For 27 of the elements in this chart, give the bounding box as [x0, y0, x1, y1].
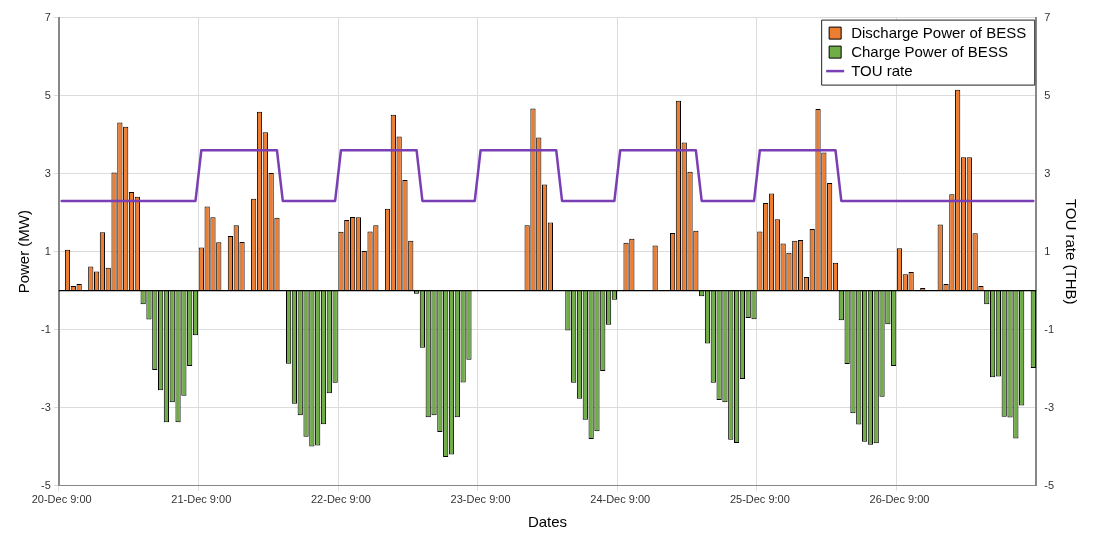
legend-label: TOU rate: [851, 62, 913, 80]
y-tick-label: 1: [44, 244, 51, 257]
y-tick-label: 5: [44, 88, 51, 101]
y2-tick-label: 5: [1044, 88, 1051, 101]
x-tick-label: 24-Dec 9:00: [590, 493, 651, 506]
y2-tick-label: -5: [1044, 478, 1054, 491]
y2-tick-label: 1: [1044, 244, 1051, 257]
y2-tick-label: -1: [1044, 322, 1054, 335]
x-tick-label: 23-Dec 9:00: [450, 493, 511, 506]
x-axis-title: Dates: [527, 513, 568, 531]
y-tick-label: -5: [41, 478, 51, 491]
y2-tick-label: -3: [1044, 400, 1054, 413]
y2-axis-title: TOU rate (THB): [1062, 198, 1080, 305]
y-tick-label: 7: [44, 10, 51, 23]
x-tick-label: 21-Dec 9:00: [171, 493, 232, 506]
legend-label: Charge Power of BESS: [851, 43, 1008, 61]
y-tick-label: -1: [41, 322, 51, 335]
x-tick-label: 25-Dec 9:00: [729, 493, 790, 506]
y-tick-label: 3: [44, 166, 51, 179]
x-tick-label: 22-Dec 9:00: [310, 493, 371, 506]
y-axis-title: Power (MW): [15, 210, 33, 294]
y2-tick-label: 3: [1044, 166, 1051, 179]
x-tick-label: 20-Dec 9:00: [31, 493, 92, 506]
legend-label: Discharge Power of BESS: [851, 24, 1027, 42]
y2-tick-label: 7: [1044, 10, 1051, 23]
y-tick-label: -3: [41, 400, 51, 413]
x-tick-label: 26-Dec 9:00: [869, 493, 930, 506]
